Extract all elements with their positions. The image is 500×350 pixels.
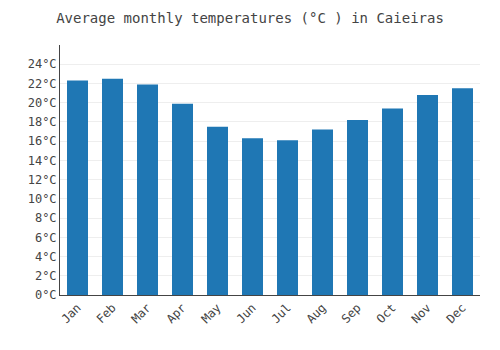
svg-text:Nov: Nov [409,301,434,326]
svg-text:16°C: 16°C [28,134,57,148]
svg-text:Oct: Oct [374,301,399,326]
svg-text:Average monthly temperatures (: Average monthly temperatures (°C ) in Ca… [56,10,444,26]
svg-text:Sep: Sep [339,301,364,326]
svg-text:Feb: Feb [94,301,119,326]
svg-text:0°C: 0°C [35,288,57,302]
svg-text:Apr: Apr [164,301,189,326]
svg-text:6°C: 6°C [35,231,57,245]
svg-text:20°C: 20°C [28,96,57,110]
svg-text:Jan: Jan [59,301,84,326]
svg-text:Jun: Jun [234,301,259,326]
svg-text:2°C: 2°C [35,269,57,283]
svg-text:Mar: Mar [129,301,154,326]
svg-text:12°C: 12°C [28,173,57,187]
svg-text:24°C: 24°C [28,57,57,71]
svg-text:4°C: 4°C [35,250,57,264]
svg-text:May: May [199,301,224,326]
svg-text:Jul: Jul [269,301,294,326]
svg-text:8°C: 8°C [35,211,57,225]
svg-text:22°C: 22°C [28,77,57,91]
svg-text:18°C: 18°C [28,115,57,129]
svg-text:Aug: Aug [304,301,329,326]
svg-text:14°C: 14°C [28,154,57,168]
svg-text:Dec: Dec [444,301,469,326]
svg-text:10°C: 10°C [28,192,57,206]
